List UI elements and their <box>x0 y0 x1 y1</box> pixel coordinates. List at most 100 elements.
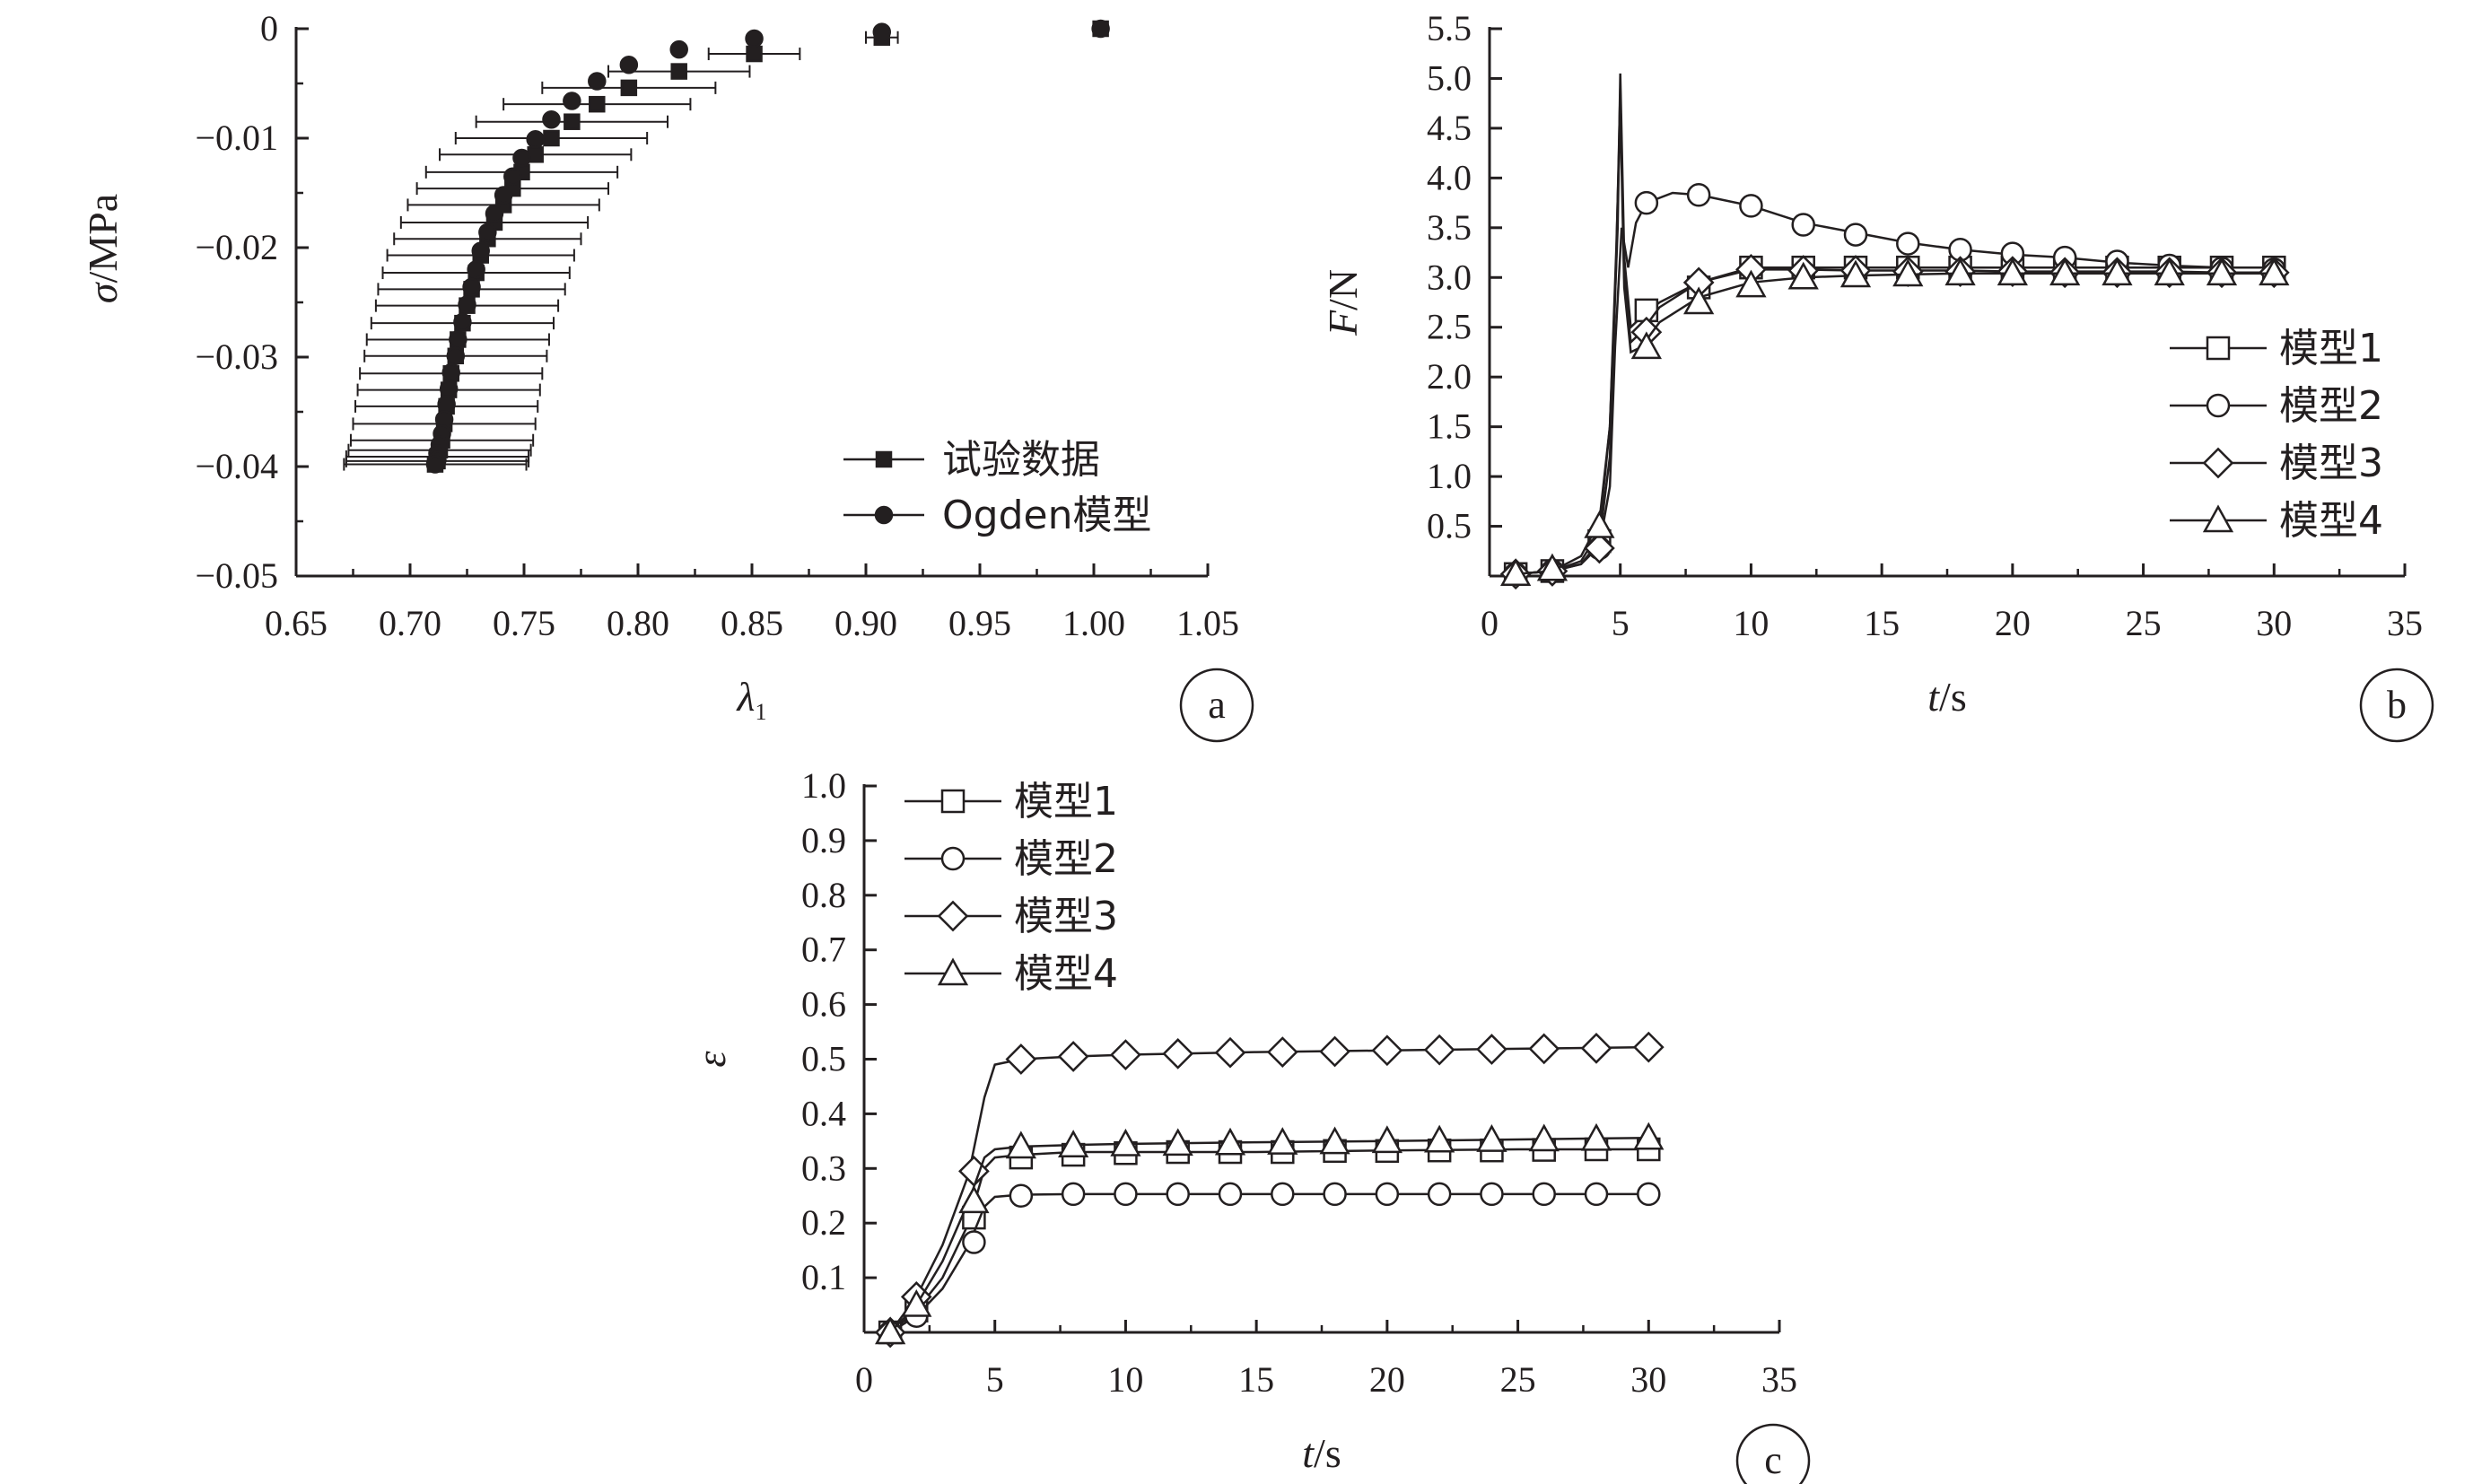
x-tick-label: 10 <box>1733 603 1769 643</box>
data-point <box>1424 1124 1455 1153</box>
data-point-ogden <box>1091 19 1110 39</box>
data-point <box>1005 1130 1036 1159</box>
panel-c-axes: 0 5 10 15 20 25 30 35 0.1 0.2 0.3 0.4 0.5 0.6 0.7 0.8 0.… <box>801 765 1797 1400</box>
data-point-experiment <box>746 45 763 63</box>
y-tick-label: −0.05 <box>195 555 278 596</box>
data-point <box>1839 259 1872 288</box>
legend-marker <box>937 957 969 986</box>
data-point <box>1683 286 1715 315</box>
data-point <box>1214 1036 1246 1069</box>
data-point <box>1476 1124 1507 1152</box>
y-tick-label: 0.2 <box>801 1202 846 1243</box>
data-point <box>1323 1182 1347 1207</box>
legend: 模型1 模型2 模型3 模型4 <box>2170 326 2383 544</box>
legend-marker <box>2202 504 2234 533</box>
data-point <box>1944 258 1976 286</box>
x-axis-label: t/s <box>1927 674 1966 720</box>
x-axis-label-symbol: λ <box>736 674 756 720</box>
data-point <box>1580 1122 1612 1151</box>
legend-marker <box>2206 393 2231 418</box>
data-point <box>2102 258 2133 286</box>
legend-label: Ogden模型 <box>942 493 1151 538</box>
data-point <box>1214 1127 1246 1156</box>
data-point <box>1528 1123 1560 1152</box>
x-tick-label: 30 <box>1630 1359 1666 1400</box>
x-tick-label: 35 <box>1761 1359 1797 1400</box>
data-point-ogden <box>563 92 581 110</box>
x-axis-label-unit: /s <box>1314 1430 1341 1476</box>
x-tick-label: 0.65 <box>265 603 328 643</box>
legend-label: 模型4 <box>1014 951 1118 997</box>
data-point <box>2049 258 2081 286</box>
data-point <box>1536 553 1569 581</box>
x-axis-label-symbol: t <box>1927 674 1940 720</box>
data-point <box>875 1316 906 1345</box>
data-point <box>1371 1125 1403 1154</box>
data-point-ogden <box>503 167 522 186</box>
data-point <box>1787 261 1819 290</box>
panel-label-circle <box>1179 668 1254 743</box>
legend-label: 模型4 <box>2279 498 2383 544</box>
data-point <box>1997 258 2028 286</box>
x-tick-label: 15 <box>1864 603 1900 643</box>
legend-label: 试验数据 <box>942 437 1100 483</box>
data-point <box>1633 1122 1665 1150</box>
x-tick-label: 0.90 <box>835 603 897 643</box>
data-point <box>962 1230 986 1254</box>
y-tick-label: −0.03 <box>195 336 278 377</box>
data-point <box>1735 269 1767 298</box>
y-axis-label-symbol: ε <box>688 1051 734 1068</box>
x-axis-label-unit: /s <box>1939 674 1967 720</box>
data-point-ogden <box>542 110 561 129</box>
data-point <box>1057 1041 1089 1072</box>
legend-marker <box>875 450 893 468</box>
x-tick-label: 1.05 <box>1176 603 1239 643</box>
x-tick-label: 10 <box>1107 1359 1143 1400</box>
y-axis-label-unit: /MPa <box>80 194 126 284</box>
data-point <box>2206 258 2238 286</box>
y-tick-label: 3.5 <box>1427 207 1472 248</box>
y-axis-label-symbol: F <box>1320 310 1366 336</box>
data-point-experiment <box>620 79 638 97</box>
x-tick-label: 25 <box>2126 603 2162 643</box>
legend-marker <box>874 505 894 525</box>
data-point <box>1166 1182 1190 1207</box>
data-point <box>1319 1126 1350 1155</box>
data-point <box>1114 1182 1138 1207</box>
x-tick-label: 35 <box>2387 603 2423 643</box>
legend: 模型1 模型2 模型3 模型4 <box>904 779 1118 997</box>
panel-label-circle <box>2359 668 2434 743</box>
data-point <box>901 1288 932 1317</box>
legend-marker <box>940 789 966 814</box>
x-axis-label-symbol: t <box>1302 1430 1315 1476</box>
y-tick-label: 0 <box>260 8 278 48</box>
data-point <box>1632 1031 1665 1063</box>
data-point <box>1110 1039 1141 1070</box>
data-point <box>1271 1182 1295 1207</box>
data-point <box>2259 258 2290 286</box>
data-point <box>1009 1183 1034 1208</box>
data-point-ogden <box>437 395 456 414</box>
data-point <box>1267 1127 1298 1155</box>
data-point <box>1528 1033 1560 1065</box>
data-point <box>1892 258 1924 287</box>
data-point-ogden <box>446 346 466 366</box>
data-point <box>1375 1182 1400 1207</box>
panel-label-circle <box>1735 1423 1811 1484</box>
data-point-experiment <box>670 63 687 80</box>
data-point <box>1584 1182 1609 1207</box>
x-tick-label: 0.95 <box>948 603 1011 643</box>
data-point <box>1843 223 1868 247</box>
x-tick-label: 0 <box>855 1359 873 1400</box>
panel-a-axes: 0.65 0.70 0.75 0.80 0.85 0.90 0.95 1.00 1.05 0 −0.… <box>195 8 1239 643</box>
y-tick-label: 0.4 <box>801 1093 846 1133</box>
data-point <box>2154 258 2185 286</box>
data-point-experiment <box>589 95 606 113</box>
y-tick-label: 2.0 <box>1427 356 1472 397</box>
data-point <box>1580 1032 1612 1064</box>
y-tick-label: 0.5 <box>801 1039 846 1079</box>
y-axis-label: F/N <box>1320 269 1366 336</box>
data-point-experiment <box>543 129 560 147</box>
x-axis-label-subscript: 1 <box>755 699 766 725</box>
